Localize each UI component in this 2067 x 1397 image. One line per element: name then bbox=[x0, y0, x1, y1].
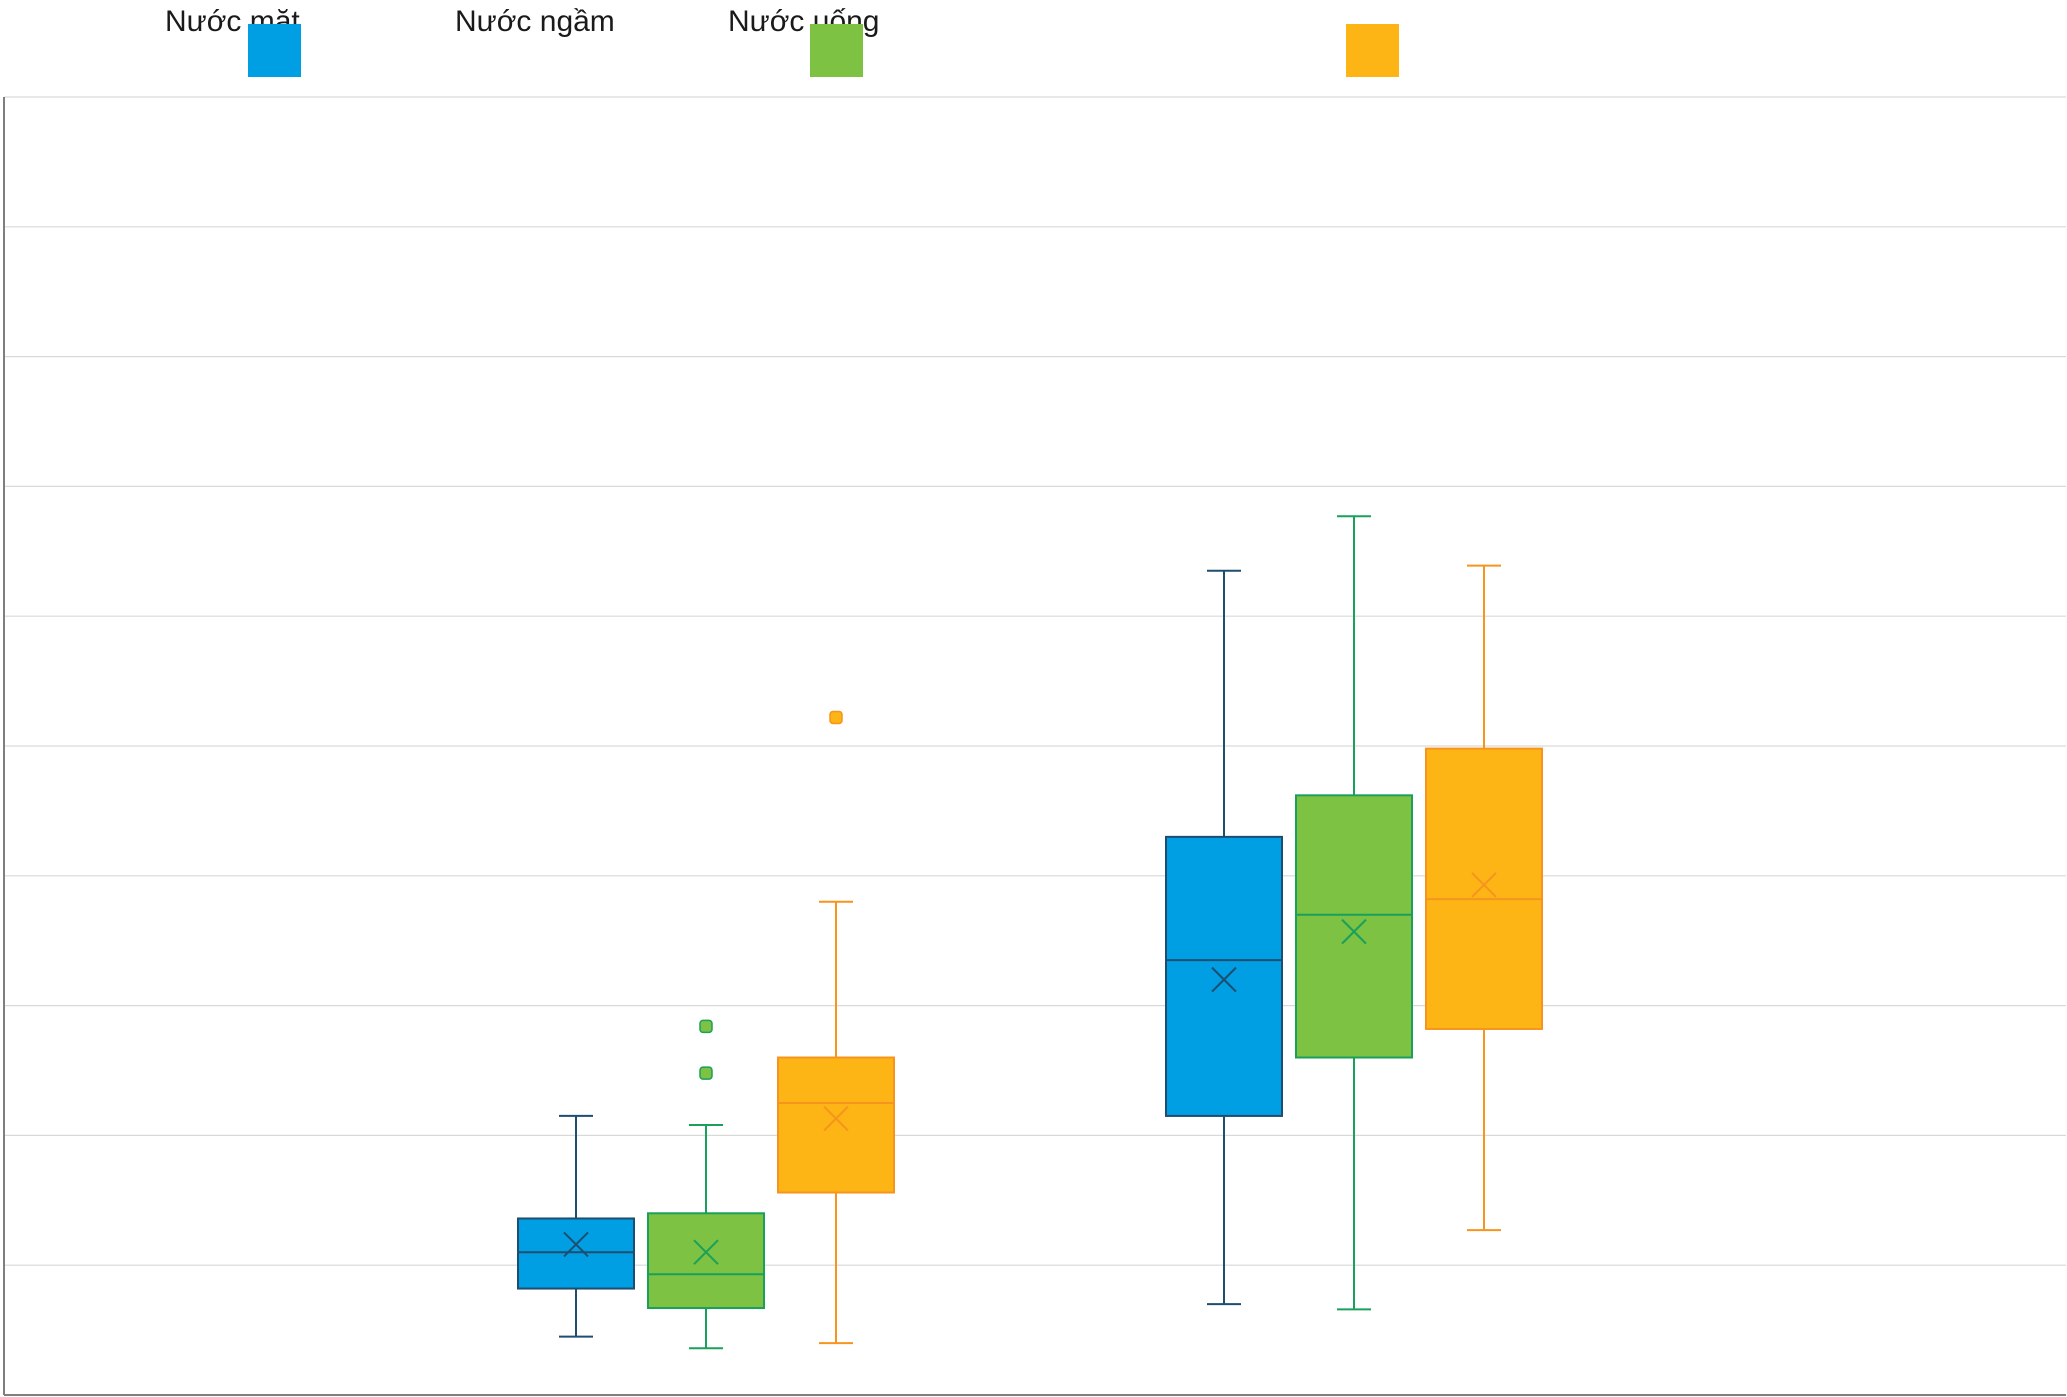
box-iqr bbox=[777, 1056, 895, 1194]
box-1-1 bbox=[1295, 515, 1413, 1311]
legend-swatch bbox=[248, 24, 301, 77]
mean-marker bbox=[563, 1231, 589, 1258]
mean-marker bbox=[1341, 918, 1367, 945]
box-1-0 bbox=[647, 1019, 765, 1350]
legend-swatch bbox=[810, 24, 863, 77]
box-iqr bbox=[517, 1217, 635, 1290]
plot-area bbox=[517, 515, 1543, 1350]
box-2-1 bbox=[1425, 564, 1543, 1232]
legend-swatch bbox=[1346, 24, 1399, 77]
box-2-0 bbox=[777, 710, 895, 1345]
box-iqr bbox=[1295, 794, 1413, 1059]
outlier-point bbox=[699, 1019, 713, 1034]
box-0-1 bbox=[1165, 569, 1283, 1306]
box-iqr bbox=[1425, 747, 1543, 1030]
mean-marker bbox=[823, 1105, 849, 1132]
legend: Nước mặt Nước ngầm Nước uống bbox=[165, 5, 1399, 77]
mean-marker bbox=[1471, 872, 1497, 898]
outlier-point bbox=[829, 710, 843, 725]
outlier-point bbox=[699, 1066, 713, 1080]
box-0-0 bbox=[517, 1114, 635, 1338]
mean-marker bbox=[1211, 966, 1237, 993]
box-iqr bbox=[1165, 835, 1283, 1117]
box-iqr bbox=[647, 1212, 765, 1310]
legend-label-nuoc-ngam: Nước ngầm bbox=[455, 5, 615, 38]
axes bbox=[3, 97, 2066, 1396]
mean-marker bbox=[693, 1239, 719, 1265]
gridlines bbox=[4, 96, 2066, 1266]
